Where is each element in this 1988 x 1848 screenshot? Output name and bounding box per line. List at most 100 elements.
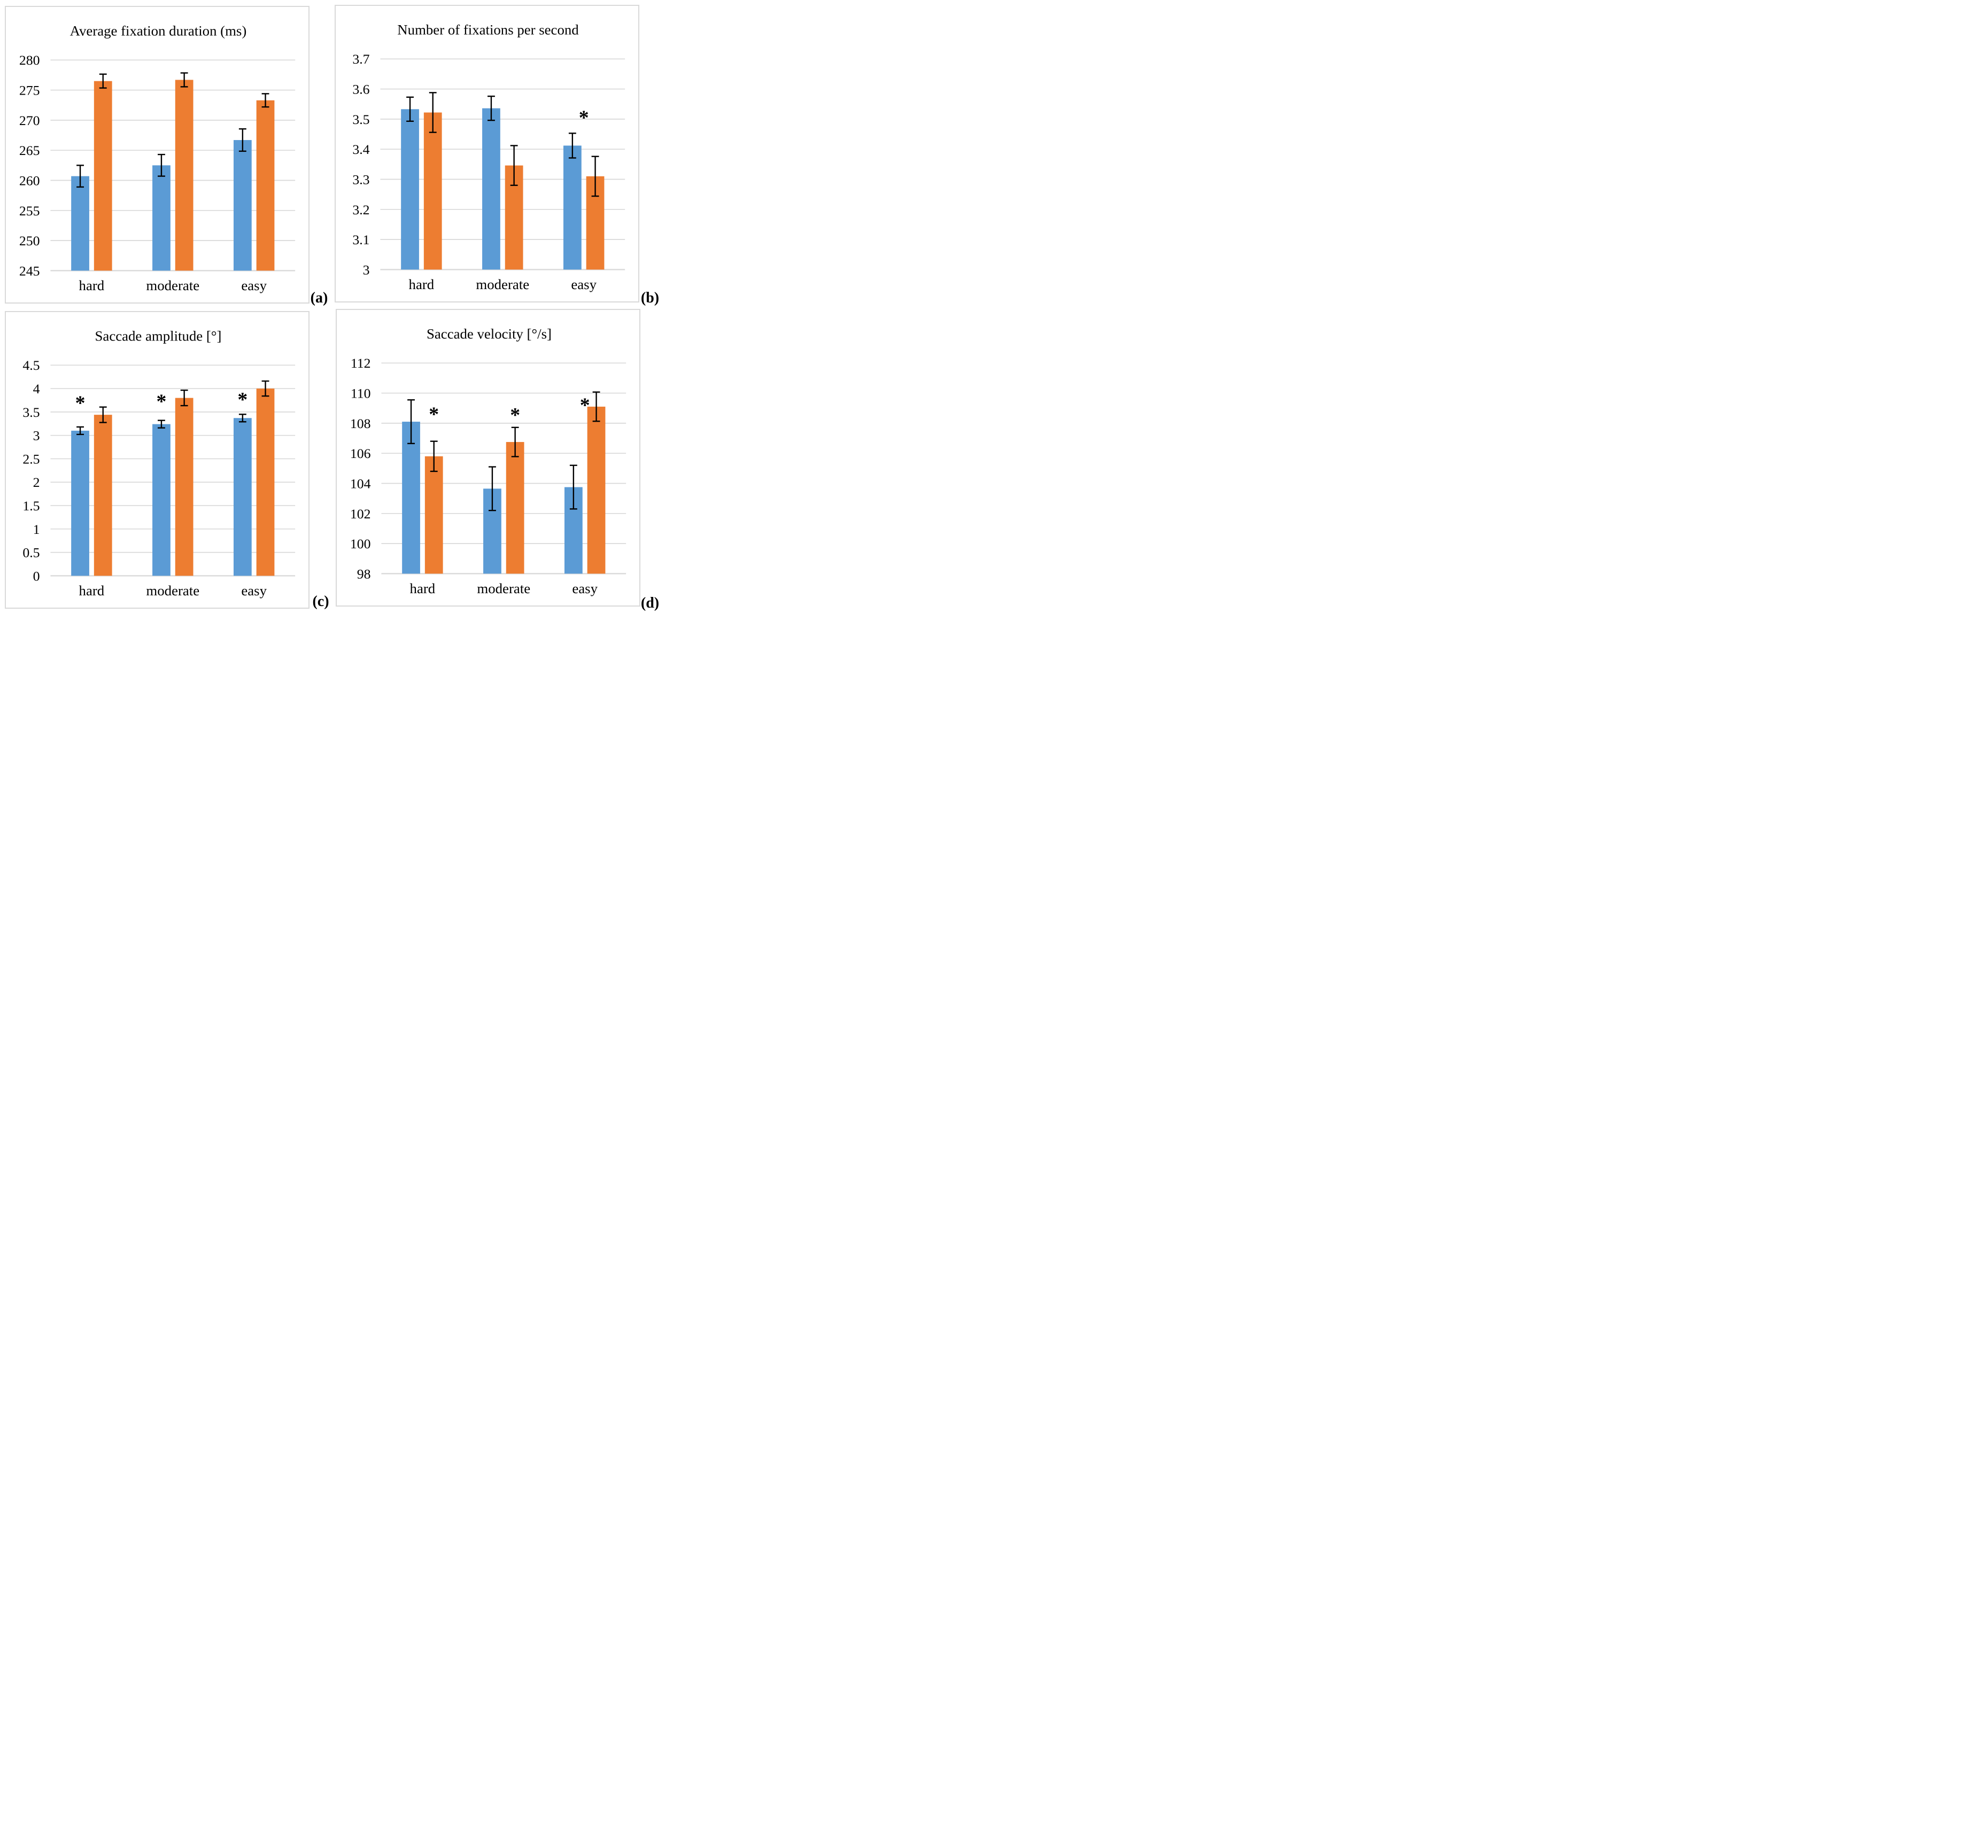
y-tick-label: 280 xyxy=(19,52,40,68)
significance-asterisk: * xyxy=(157,391,167,413)
bar-series1-easy xyxy=(233,140,252,271)
x-category-label: hard xyxy=(409,276,435,292)
y-tick-label: 3.4 xyxy=(352,142,369,157)
bar-series1-easy xyxy=(563,145,582,270)
error-bar-series1-hard xyxy=(76,165,84,188)
chart-title: Average fixation duration (ms) xyxy=(70,23,247,39)
bar-series2-easy xyxy=(256,389,275,576)
chart-canvas: Average fixation duration (ms) 280 275 270 2… xyxy=(19,23,296,293)
error-bar-series1-hard xyxy=(406,96,414,122)
error-bar-series2-easy xyxy=(592,391,600,422)
bar-series2-hard xyxy=(424,456,443,574)
x-category-label: hard xyxy=(79,583,105,599)
bar-series1-hard xyxy=(71,176,89,271)
bar-series2-easy xyxy=(587,406,606,574)
bar-series1-hard xyxy=(71,430,89,576)
y-tick-label: 98 xyxy=(357,566,371,581)
error-bar-series2-moderate xyxy=(180,72,188,88)
bar-series1-hard xyxy=(401,109,419,270)
panel-label-c: (c) xyxy=(312,593,329,610)
error-bar-series2-moderate xyxy=(510,145,518,186)
panel-c-saccade-amplitude: Saccade amplitude [°] 4.5 4 3.5 3 2.5 2 1.5 1 0.5… xyxy=(5,311,310,609)
bar-series1-moderate xyxy=(152,424,171,576)
x-category-label: easy xyxy=(241,277,267,293)
error-bar-series1-moderate xyxy=(157,153,165,177)
x-category-label: moderate xyxy=(146,583,199,599)
error-bar-series1-easy xyxy=(568,133,576,159)
y-tick-label: 3 xyxy=(363,262,370,277)
significance-asterisk: * xyxy=(510,404,520,426)
y-tick-label: 265 xyxy=(19,143,40,158)
chart-title: Number of fixations per second xyxy=(397,22,579,38)
bar-series2-hard xyxy=(94,415,112,576)
significance-asterisk: * xyxy=(237,389,247,411)
panel-b-fixations-per-second: Number of fixations per second 3.7 3.6 3.5 3… xyxy=(335,5,639,302)
x-category-label: easy xyxy=(571,276,597,292)
y-tick-label: 2.5 xyxy=(22,451,40,467)
y-tick-label: 3.6 xyxy=(352,82,369,97)
bar-series2-hard xyxy=(423,112,442,270)
significance-asterisk: * xyxy=(580,394,590,417)
bar-series2-moderate xyxy=(175,80,194,271)
y-tick-label: 3.7 xyxy=(352,51,369,67)
error-bar-series1-easy xyxy=(569,464,577,510)
y-tick-label: 0.5 xyxy=(22,545,40,561)
y-tick-label: 250 xyxy=(19,233,40,249)
x-category-label: moderate xyxy=(477,580,530,596)
y-tick-label: 3.1 xyxy=(352,232,369,247)
y-tick-label: 270 xyxy=(19,113,40,128)
error-bar-series2-hard xyxy=(430,440,438,472)
y-tick-label: 3.5 xyxy=(352,112,369,127)
y-tick-label: 275 xyxy=(19,83,40,98)
bar-series1-moderate xyxy=(152,165,171,271)
panel-d-saccade-velocity: Saccade velocity [°/s] 112 110 108 106 104 102… xyxy=(336,309,640,607)
figure: Average fixation duration (ms) 280 275 270 2… xyxy=(0,0,663,616)
y-tick-label: 2 xyxy=(33,475,40,490)
y-tick-label: 104 xyxy=(350,476,371,491)
chart-title: Saccade velocity [°/s] xyxy=(427,326,552,342)
y-tick-label: 100 xyxy=(350,536,371,552)
error-bar-series2-hard xyxy=(99,73,107,89)
y-tick-label: 1.5 xyxy=(22,498,40,514)
y-tick-label: 3.3 xyxy=(352,172,369,187)
bar-series1-easy xyxy=(233,418,252,576)
y-tick-label: 112 xyxy=(351,355,371,371)
error-bar-series1-moderate xyxy=(487,95,495,121)
y-tick-label: 110 xyxy=(351,386,371,401)
significance-asterisk: * xyxy=(579,106,589,129)
bar-series2-hard xyxy=(94,81,112,271)
bar-series1-hard xyxy=(402,422,420,574)
significance-asterisk: * xyxy=(429,403,439,425)
error-bar-series1-moderate xyxy=(488,466,496,511)
significance-asterisk: * xyxy=(75,392,86,414)
panel-label-b: (b) xyxy=(640,290,660,306)
error-bar-series1-easy xyxy=(238,414,246,423)
y-tick-label: 1 xyxy=(33,522,40,537)
y-tick-label: 3 xyxy=(33,428,40,444)
x-category-label: easy xyxy=(241,583,267,599)
error-bar-series2-hard xyxy=(429,92,437,133)
y-tick-label: 4.5 xyxy=(22,358,40,373)
error-bar-series2-moderate xyxy=(511,426,519,457)
y-tick-label: 3.5 xyxy=(22,405,40,420)
chart-canvas: Saccade velocity [°/s] 112 110 108 106 104 102… xyxy=(350,326,626,596)
y-tick-label: 0 xyxy=(33,568,40,584)
y-tick-label: 245 xyxy=(19,263,40,278)
error-bar-series2-easy xyxy=(591,156,599,197)
x-category-label: hard xyxy=(79,277,105,293)
x-category-label: easy xyxy=(572,580,598,596)
chart-canvas: Saccade amplitude [°] 4.5 4 3.5 3 2.5 2 1.5 1 0.5… xyxy=(22,328,296,599)
error-bar-series2-moderate xyxy=(180,389,188,407)
y-tick-label: 260 xyxy=(19,173,40,188)
error-bar-series2-easy xyxy=(261,93,269,108)
x-category-label: moderate xyxy=(146,277,199,293)
y-tick-label: 108 xyxy=(350,416,371,431)
bar-series2-easy xyxy=(256,100,275,271)
bar-series2-moderate xyxy=(506,442,524,574)
bar-series2-moderate xyxy=(175,398,194,576)
x-category-label: moderate xyxy=(476,276,529,292)
y-tick-label: 3.2 xyxy=(352,202,369,218)
error-bar-series2-easy xyxy=(261,380,269,397)
panel-label-d: (d) xyxy=(640,595,660,611)
error-bar-series1-hard xyxy=(76,426,84,436)
